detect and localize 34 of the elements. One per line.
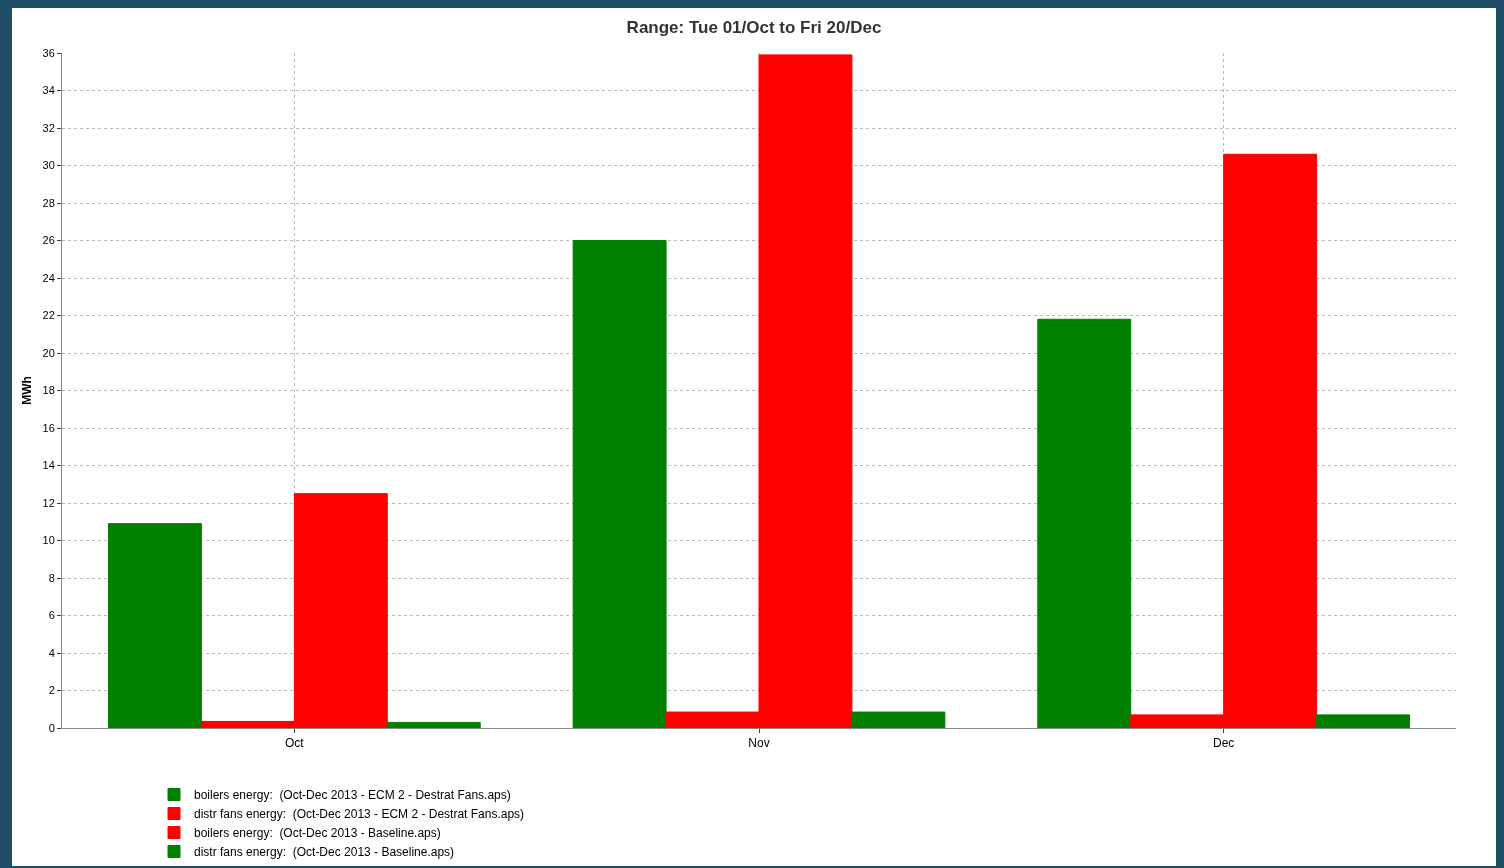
y-tick-label: 18 [42, 384, 55, 397]
bar [1037, 318, 1132, 728]
bar [572, 240, 667, 728]
bar [107, 523, 202, 728]
x-tick-label: Nov [748, 736, 770, 751]
y-tick-label: 0 [48, 721, 55, 734]
y-axis-title: MWh [19, 376, 34, 405]
chart-title: Range: Tue 01/Oct to Fri 20/Dec [626, 17, 882, 37]
legend-label: boilers energy: (Oct-Dec 2013 - ECM 2 - Destrat Fans.aps) [194, 788, 511, 803]
y-tick-label: 30 [42, 159, 55, 172]
y-tick-label: 32 [42, 121, 55, 134]
bar [1316, 714, 1411, 728]
y-tick-label: 14 [42, 459, 55, 472]
legend-label: boilers energy: (Oct-Dec 2013 - Baseline.aps) [194, 826, 441, 841]
x-tick-label: Oct [284, 736, 305, 751]
y-tick-label: 28 [42, 196, 55, 209]
y-tick-label: 36 [42, 46, 55, 59]
y-tick-label: 2 [48, 684, 55, 697]
y-tick-label: 16 [42, 421, 55, 434]
y-tick-label: 22 [42, 309, 55, 322]
y-tick-label: 10 [42, 534, 55, 547]
x-tick-label: Dec [1213, 736, 1235, 751]
legend-label: distr fans energy: (Oct-Dec 2013 - ECM 2 - Destrat Fans.aps) [194, 807, 525, 822]
y-tick-label: 4 [48, 646, 55, 659]
y-tick-label: 6 [48, 609, 55, 622]
y-tick-label: 20 [42, 346, 55, 359]
y-tick-label: 12 [42, 496, 55, 509]
bar [851, 711, 946, 728]
bar [386, 721, 481, 728]
y-tick-label: 24 [42, 271, 55, 284]
y-tick-label: 8 [48, 571, 55, 584]
legend-label: distr fans energy: (Oct-Dec 2013 - Baseline.aps) [194, 845, 455, 860]
y-tick-label: 34 [42, 84, 55, 97]
y-tick-label: 26 [42, 234, 55, 247]
